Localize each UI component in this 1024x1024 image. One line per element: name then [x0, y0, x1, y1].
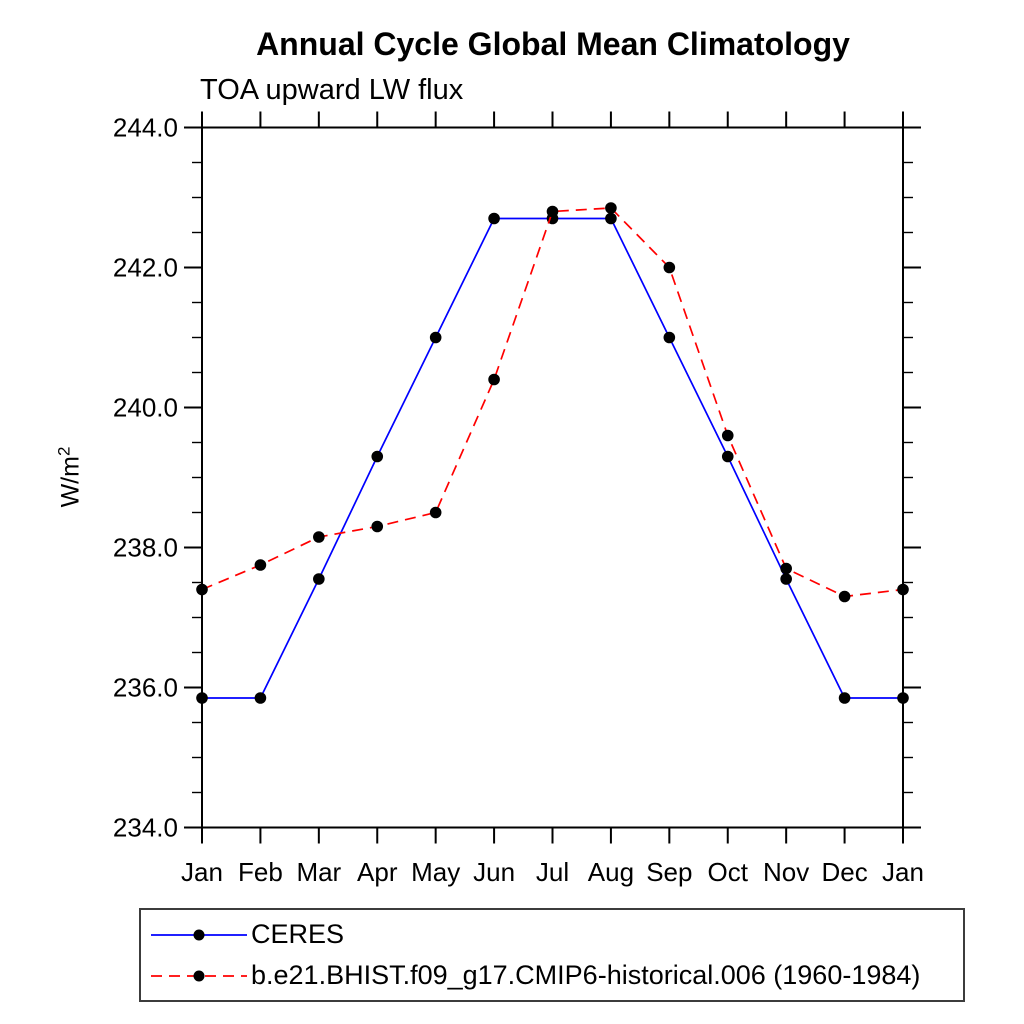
data-point-model-9 — [721, 429, 734, 442]
data-point-ceres-11 — [838, 692, 851, 704]
y-tick-label: 236.0 — [113, 673, 178, 703]
x-tick-label: Jul — [536, 857, 569, 887]
x-tick-label: Sep — [646, 857, 692, 887]
data-point-model-4 — [429, 506, 442, 519]
data-point-ceres-9 — [721, 450, 734, 463]
y-tick-label: 242.0 — [113, 253, 178, 283]
data-point-ceres-0 — [196, 692, 208, 704]
legend-line-sample — [151, 929, 247, 940]
x-tick-label: Aug — [588, 857, 634, 887]
data-point-model-11 — [838, 590, 851, 603]
data-point-ceres-5 — [488, 212, 500, 225]
data-point-model-1 — [254, 559, 267, 571]
data-point-ceres-3 — [371, 450, 384, 463]
x-tick-label: Dec — [821, 857, 867, 887]
legend-rows: CERES b.e21.BHIST.f09_g17.CMIP6-historica… — [149, 914, 963, 996]
x-tick-label: Feb — [238, 857, 283, 887]
data-point-ceres-4 — [429, 331, 442, 344]
data-point-ceres-1 — [254, 692, 267, 704]
x-tick-label: Mar — [296, 857, 341, 887]
legend-item-model: b.e21.BHIST.f09_g17.CMIP6-historical.006… — [149, 955, 963, 996]
data-point-ceres-7 — [605, 212, 617, 225]
legend-label: CERES — [251, 919, 345, 949]
data-point-model-7 — [605, 202, 617, 214]
x-tick-label: May — [411, 857, 460, 887]
y-tick-label: 244.0 — [113, 113, 178, 143]
series-line-model — [201, 207, 904, 598]
y-tick-label: 234.0 — [113, 813, 178, 843]
data-point-model-12 — [897, 583, 909, 596]
data-point-model-3 — [371, 520, 384, 533]
x-tick-label: Jan — [882, 857, 924, 887]
x-tick-label: Apr — [357, 857, 398, 887]
data-point-model-5 — [488, 373, 500, 386]
data-point-model-2 — [313, 531, 325, 543]
data-point-ceres-2 — [313, 573, 325, 585]
legend-label: b.e21.BHIST.f09_g17.CMIP6-historical.006… — [251, 960, 921, 990]
x-tick-label: Jan — [181, 857, 223, 887]
x-tick-label: Nov — [763, 857, 809, 887]
data-point-ceres-12 — [897, 692, 909, 704]
y-tick-label: 240.0 — [113, 393, 178, 423]
series-line-ceres — [202, 217, 903, 699]
x-tick-label: Oct — [708, 857, 749, 887]
plot-frame — [201, 126, 904, 829]
legend-line-sample — [151, 970, 247, 981]
data-point-model-6 — [546, 205, 559, 218]
data-point-ceres-8 — [663, 331, 676, 344]
chart-title: Annual Cycle Global Mean Climatology — [256, 26, 850, 62]
y-tick-label: 238.0 — [113, 533, 178, 563]
data-point-model-0 — [196, 583, 208, 596]
data-point-model-10 — [780, 562, 792, 575]
legend-box: CERES b.e21.BHIST.f09_g17.CMIP6-historica… — [139, 908, 965, 1002]
legend-marker-dot — [193, 929, 205, 940]
data-point-ceres-10 — [780, 573, 792, 585]
chart-subtitle: TOA upward LW flux — [200, 74, 464, 106]
legend-item-ceres: CERES — [149, 914, 963, 955]
legend-marker-dot — [193, 970, 205, 981]
data-point-model-8 — [663, 261, 676, 274]
x-tick-label: Jun — [473, 857, 515, 887]
